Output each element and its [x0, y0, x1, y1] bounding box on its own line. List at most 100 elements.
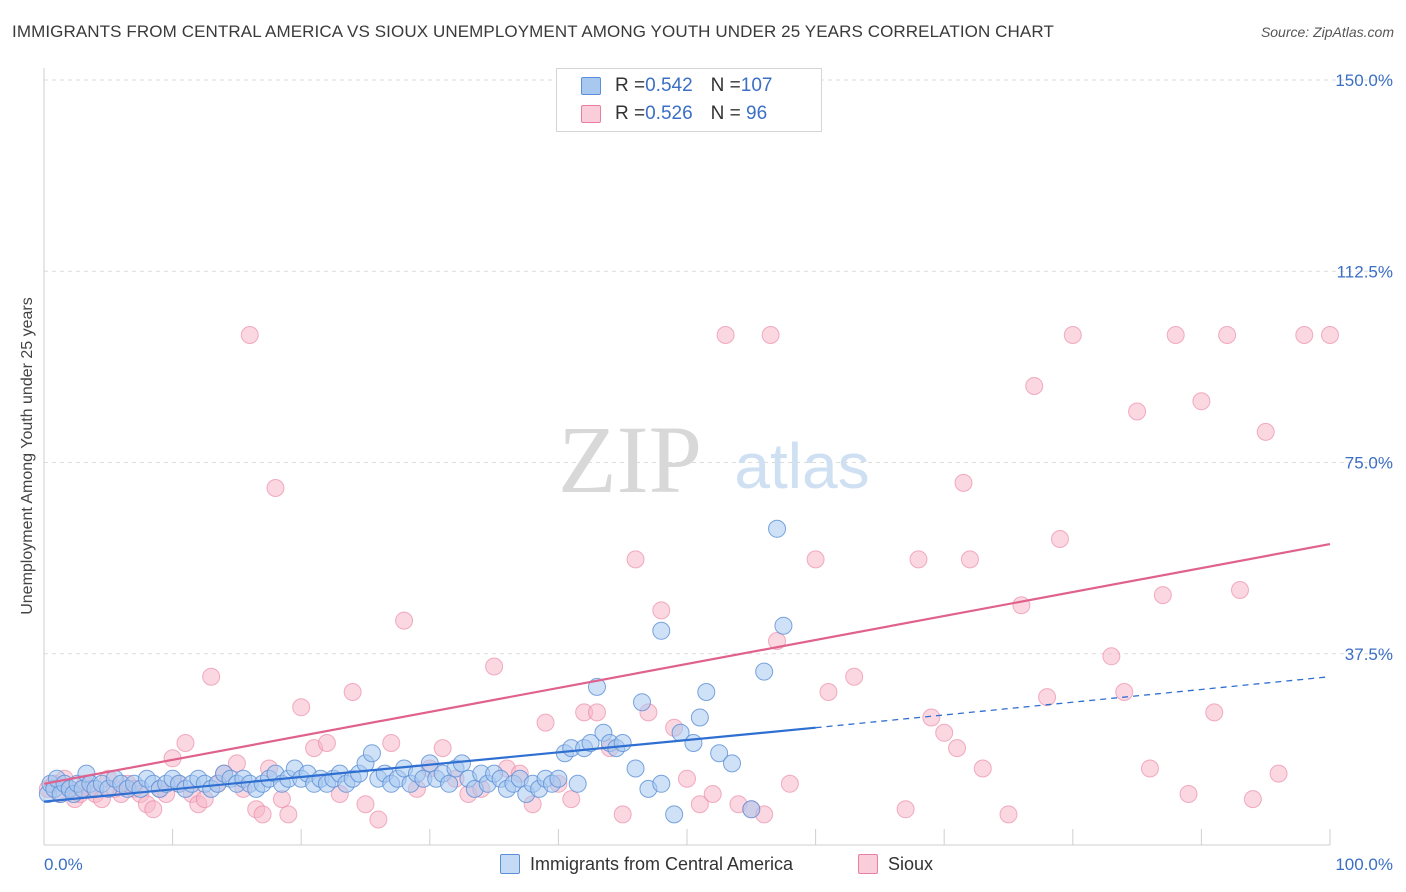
chart-title: IMMIGRANTS FROM CENTRAL AMERICA VS SIOUX…: [12, 22, 1054, 41]
central-america-point: [774, 616, 793, 635]
central-america-point: [697, 683, 716, 701]
central-america-point: [632, 693, 651, 712]
sioux-point: [382, 734, 401, 752]
sioux-point: [948, 739, 967, 758]
sioux-point: [909, 550, 928, 569]
watermark-atlas: atlas: [734, 430, 869, 502]
sioux-point: [433, 739, 452, 758]
bottom-legend-blue: Immigrants from Central America: [500, 852, 793, 876]
sioux-point: [703, 785, 722, 803]
sioux-point: [1166, 326, 1185, 344]
sioux-point: [954, 473, 973, 492]
series-sioux-points: [38, 326, 1339, 829]
sioux-point: [626, 550, 645, 569]
sioux-point: [176, 734, 195, 752]
sioux-point: [806, 550, 825, 569]
sioux-point: [202, 667, 221, 686]
sioux-point: [1179, 785, 1198, 803]
legend-r-label: R =: [615, 103, 646, 124]
sioux-point: [279, 805, 298, 824]
central-america-point: [362, 744, 381, 763]
y-tick-label: 37.5%: [1345, 645, 1393, 664]
sioux-point: [761, 326, 780, 344]
sioux-point: [1321, 326, 1339, 344]
sioux-point: [562, 790, 581, 809]
central-america-point: [568, 774, 587, 793]
sioux-point: [1128, 402, 1147, 421]
sioux-point: [678, 769, 696, 788]
sioux-point: [1050, 530, 1069, 548]
central-america-point: [665, 805, 684, 824]
source-label: Source: ZipAtlas.com: [1260, 24, 1394, 40]
central-america-point: [690, 708, 709, 727]
central-america-point: [587, 677, 606, 696]
bottom-legend-pink: Sioux: [858, 852, 933, 876]
bottom-legend-label-pink: Sioux: [888, 853, 934, 874]
sioux-point: [1205, 703, 1224, 722]
sioux-point: [1038, 688, 1057, 707]
sioux-point: [935, 723, 954, 742]
sioux-point: [922, 708, 941, 727]
sioux-point: [1102, 647, 1121, 666]
central-america-point: [549, 769, 568, 788]
central-america-point: [755, 662, 774, 681]
central-america-point: [710, 744, 729, 763]
sioux-point: [1140, 759, 1159, 778]
sioux-point: [896, 800, 915, 819]
legend-n-value: 107: [740, 75, 773, 96]
legend-n-label: N =: [710, 103, 741, 124]
legend-row-pink: R = 0.526 N = 96: [581, 103, 767, 125]
legend-swatch-pink: [581, 105, 601, 123]
sioux-point: [652, 601, 671, 620]
central-america-point: [440, 774, 459, 793]
legend-row-blue: R = 0.542 N = 107: [581, 75, 772, 97]
central-america-point: [742, 800, 761, 819]
sioux-point: [253, 805, 272, 824]
sioux-point: [690, 795, 709, 814]
sioux-point: [1256, 422, 1275, 441]
sioux-point: [1295, 326, 1314, 344]
sioux-point: [845, 667, 864, 686]
legend-r-value: 0.542: [645, 75, 693, 96]
sioux-point: [973, 759, 992, 778]
tick-labels: 37.5% 75.0% 112.5% 150.0% 0.0% 100.0%: [44, 71, 1393, 874]
sioux-point: [1218, 326, 1237, 344]
sioux-point: [144, 800, 163, 819]
sioux-point: [1243, 790, 1262, 809]
sioux-point: [587, 703, 606, 722]
sioux-point: [1012, 596, 1031, 615]
sioux-point: [768, 632, 787, 650]
central-america-trend-line: [43, 726, 816, 803]
sioux-point: [272, 790, 291, 809]
sioux-point: [343, 683, 362, 701]
sioux-point: [1025, 377, 1044, 395]
sioux-point: [266, 479, 285, 497]
legend-swatch-blue: [581, 77, 601, 95]
grid-lines: [44, 79, 1395, 655]
axes: [43, 68, 1331, 846]
y-axis-title: Unemployment Among Youth under 25 years: [19, 297, 36, 615]
central-america-point: [684, 734, 703, 752]
sioux-point: [485, 657, 504, 676]
sioux-point: [780, 774, 799, 793]
sioux-point: [1192, 392, 1211, 411]
sioux-point: [1153, 586, 1172, 605]
central-america-trend-extension: [815, 676, 1331, 729]
y-tick-label: 112.5%: [1337, 262, 1393, 281]
central-america-point: [768, 519, 787, 538]
sioux-point: [317, 734, 336, 752]
legend-r-value: 0.526: [645, 103, 693, 124]
legend-n-label: N =: [710, 75, 741, 96]
watermark-zip: ZIP: [558, 406, 702, 513]
sioux-point: [395, 611, 414, 630]
sioux-point: [999, 805, 1018, 824]
sioux-point: [1230, 581, 1249, 599]
sioux-point: [356, 795, 375, 814]
central-america-point: [652, 621, 671, 640]
correlation-legend: R = 0.542 N = 107 R = 0.526 N = 96: [556, 68, 822, 132]
series-central-america-points: [38, 519, 793, 824]
sioux-point: [716, 326, 735, 344]
y-tick-label: 75.0%: [1345, 454, 1393, 473]
sioux-point: [613, 805, 632, 824]
